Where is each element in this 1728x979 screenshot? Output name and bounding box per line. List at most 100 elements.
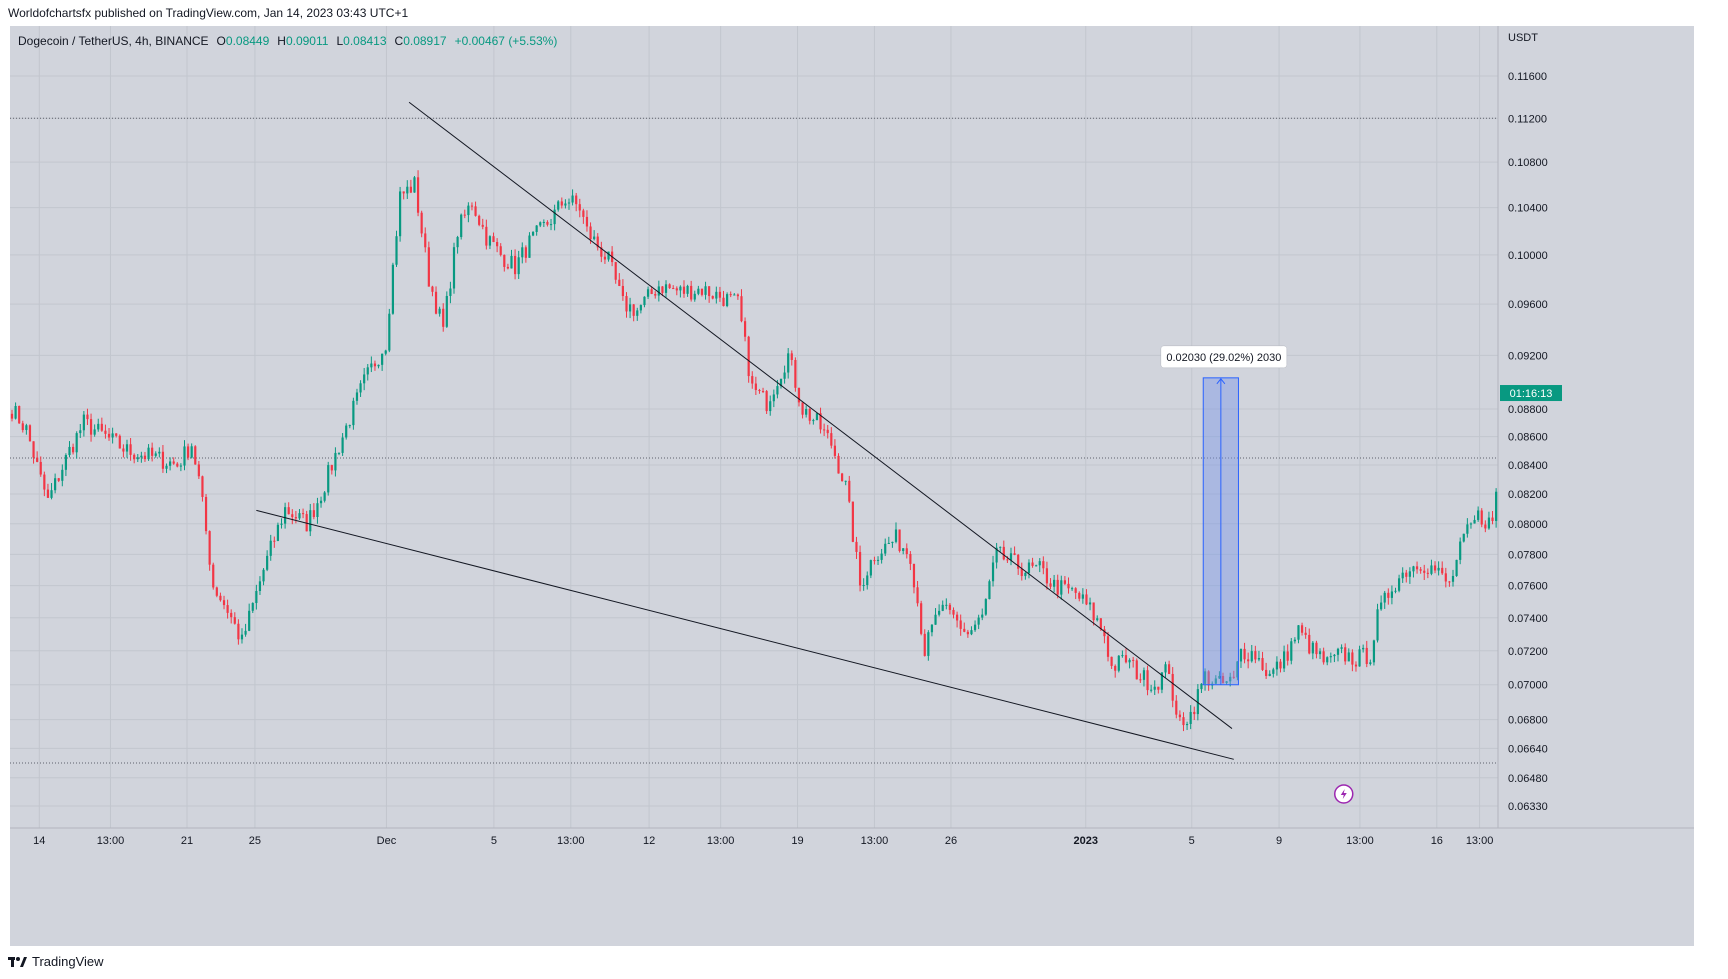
candle-body[interactable]	[830, 433, 833, 446]
candle-body[interactable]	[1495, 491, 1498, 521]
candle-body[interactable]	[751, 376, 754, 384]
candle-body[interactable]	[460, 214, 463, 238]
candle-body[interactable]	[165, 465, 168, 469]
candle-body[interactable]	[503, 254, 506, 267]
candle-body[interactable]	[1193, 711, 1196, 715]
candle-body[interactable]	[1247, 659, 1250, 662]
candle-body[interactable]	[521, 247, 524, 258]
candle-body[interactable]	[963, 628, 966, 632]
candle-body[interactable]	[1344, 647, 1347, 662]
candle-body[interactable]	[1124, 655, 1128, 663]
candle-body[interactable]	[1053, 579, 1056, 587]
candle-body[interactable]	[463, 214, 466, 216]
candle-body[interactable]	[549, 224, 553, 226]
candle-body[interactable]	[233, 617, 236, 624]
candle-body[interactable]	[884, 543, 887, 554]
candle-body[interactable]	[1218, 676, 1221, 679]
candle-body[interactable]	[952, 609, 955, 615]
candle-body[interactable]	[273, 540, 276, 542]
candle-body[interactable]	[1412, 566, 1415, 572]
candle-body[interactable]	[743, 321, 747, 337]
candle-body[interactable]	[291, 514, 294, 518]
candle-body[interactable]	[1020, 568, 1023, 577]
candle-body[interactable]	[14, 406, 17, 419]
time-axis[interactable]	[10, 828, 1694, 946]
candle-body[interactable]	[301, 513, 305, 515]
candle-body[interactable]	[1056, 579, 1059, 595]
candle-body[interactable]	[887, 542, 890, 544]
candle-body[interactable]	[661, 286, 664, 293]
candle-body[interactable]	[1067, 583, 1070, 589]
candle-body[interactable]	[948, 604, 952, 610]
candle-body[interactable]	[1078, 592, 1081, 599]
candle-body[interactable]	[1369, 662, 1372, 664]
candle-body[interactable]	[722, 297, 725, 307]
candle-body[interactable]	[557, 201, 560, 210]
candle-body[interactable]	[1009, 553, 1013, 561]
candle-body[interactable]	[1401, 572, 1404, 579]
candle-body[interactable]	[1451, 575, 1455, 582]
candle-body[interactable]	[1430, 565, 1433, 574]
candle-body[interactable]	[183, 446, 186, 466]
candle-body[interactable]	[927, 632, 930, 656]
candle-body[interactable]	[690, 285, 693, 300]
chart-frame[interactable]: Dogecoin / TetherUS, 4h, BINANCE O0.0844…	[10, 26, 1694, 946]
candle-body[interactable]	[409, 186, 412, 193]
candle-body[interactable]	[761, 391, 765, 393]
candle-body[interactable]	[855, 541, 858, 552]
candle-body[interactable]	[1038, 561, 1041, 566]
candle-body[interactable]	[1114, 665, 1117, 671]
candle-body[interactable]	[1139, 679, 1142, 681]
candle-body[interactable]	[833, 445, 837, 456]
candle-body[interactable]	[388, 313, 391, 351]
candle-body[interactable]	[1157, 686, 1160, 690]
candle-body[interactable]	[1347, 652, 1350, 662]
candle-body[interactable]	[758, 389, 761, 392]
candle-body[interactable]	[1383, 592, 1386, 603]
candle-body[interactable]	[1293, 639, 1296, 642]
candle-body[interactable]	[582, 210, 585, 217]
candle-body[interactable]	[266, 555, 269, 570]
candle-body[interactable]	[158, 451, 161, 454]
candle-body[interactable]	[179, 465, 182, 467]
candle-body[interactable]	[133, 454, 136, 460]
candle-body[interactable]	[1408, 571, 1411, 577]
candle-body[interactable]	[18, 406, 21, 424]
candle-body[interactable]	[535, 225, 538, 232]
candle-body[interactable]	[1153, 686, 1156, 690]
candle-body[interactable]	[1239, 648, 1243, 662]
candle-body[interactable]	[219, 595, 222, 601]
candle-body[interactable]	[284, 507, 287, 524]
candle-body[interactable]	[68, 446, 71, 456]
candle-body[interactable]	[672, 288, 675, 290]
candle-body[interactable]	[801, 402, 804, 415]
candle-body[interactable]	[506, 266, 510, 269]
candle-body[interactable]	[729, 294, 732, 296]
candle-body[interactable]	[553, 209, 556, 225]
candle-body[interactable]	[154, 453, 157, 456]
candle-body[interactable]	[1070, 588, 1074, 590]
candle-body[interactable]	[1103, 629, 1106, 637]
candle-body[interactable]	[456, 237, 459, 248]
candle-body[interactable]	[858, 551, 862, 586]
candle-body[interactable]	[1254, 651, 1257, 660]
candle-body[interactable]	[1042, 561, 1045, 569]
candle-body[interactable]	[398, 191, 402, 237]
candle-body[interactable]	[636, 310, 639, 316]
candle-body[interactable]	[1196, 689, 1199, 715]
candle-body[interactable]	[309, 510, 312, 532]
candle-body[interactable]	[589, 226, 592, 240]
candle-body[interactable]	[1092, 602, 1095, 621]
candle-body[interactable]	[1322, 651, 1325, 663]
candle-body[interactable]	[772, 394, 775, 402]
candle-body[interactable]	[1441, 567, 1444, 574]
candle-body[interactable]	[567, 202, 571, 204]
candle-body[interactable]	[923, 633, 926, 656]
candle-body[interactable]	[36, 457, 39, 462]
candle-body[interactable]	[294, 517, 297, 519]
candle-body[interactable]	[1128, 659, 1131, 663]
candle-body[interactable]	[787, 353, 790, 373]
candle-body[interactable]	[186, 446, 190, 458]
candle-body[interactable]	[1466, 524, 1469, 534]
candle-body[interactable]	[1214, 678, 1217, 684]
